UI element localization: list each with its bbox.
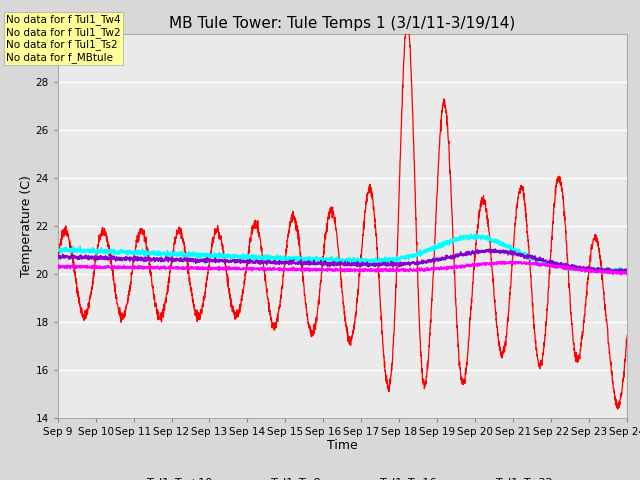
Y-axis label: Temperature (C): Temperature (C) <box>20 175 33 276</box>
Text: No data for f Tul1_Tw4
No data for f Tul1_Tw2
No data for f Tul1_Ts2
No data for: No data for f Tul1_Tw4 No data for f Tul… <box>6 14 121 63</box>
Title: MB Tule Tower: Tule Temps 1 (3/1/11-3/19/14): MB Tule Tower: Tule Temps 1 (3/1/11-3/19… <box>169 16 516 31</box>
Legend: Tul1_Tw+10cm, Tul1_Ts-8cm, Tul1_Ts-16cm, Tul1_Ts-32cm: Tul1_Tw+10cm, Tul1_Ts-8cm, Tul1_Ts-16cm,… <box>111 473 573 480</box>
X-axis label: Time: Time <box>327 439 358 453</box>
